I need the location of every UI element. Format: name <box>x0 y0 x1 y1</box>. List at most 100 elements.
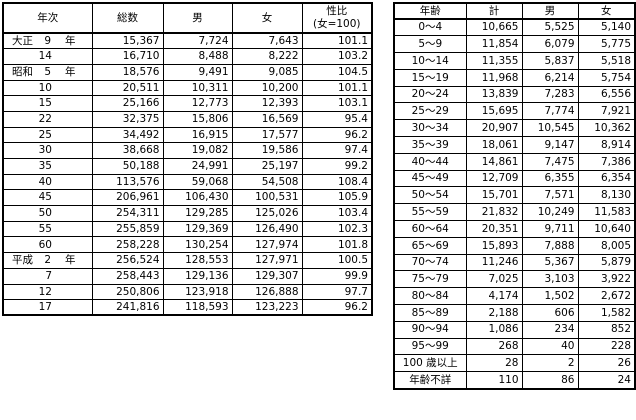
year-number: 5 <box>44 65 51 78</box>
female-cell: 7,921 <box>577 102 636 121</box>
year-cell: 35 <box>2 158 93 175</box>
male-cell: 9,147 <box>521 136 579 154</box>
male-cell: 106,430 <box>162 189 233 207</box>
header-sex-ratio-label: 性比 <box>326 4 348 17</box>
table-row: 20～24 13,839 7,283 6,556 <box>393 86 636 104</box>
total-cell: 10,665 <box>465 19 523 37</box>
female-cell: 1,582 <box>577 304 636 322</box>
era-name: 昭和 <box>12 65 33 78</box>
female-cell: 127,974 <box>231 236 303 254</box>
total-cell: 20,907 <box>465 119 523 138</box>
total-cell: 18,061 <box>465 136 523 154</box>
female-cell: 8,130 <box>577 186 636 205</box>
age-cell: 45～49 <box>393 170 467 188</box>
sex-ratio-cell: 101.8 <box>301 236 373 254</box>
table-row: 60～64 20,351 9,711 10,640 <box>393 220 636 238</box>
year-unit: 年 <box>65 65 76 78</box>
table-row: 年齢不詳 110 86 24 <box>393 371 636 390</box>
total-cell: 206,961 <box>91 189 164 207</box>
female-cell: 19,586 <box>231 142 303 159</box>
table-row: 大正 9 年 15,367 7,724 7,643 101.1 <box>2 33 373 50</box>
male-cell: 6,214 <box>521 69 579 87</box>
sex-ratio-cell: 96.2 <box>301 127 373 144</box>
total-cell: 28 <box>465 354 523 373</box>
year-number: 17 <box>38 301 52 314</box>
total-cell: 32,375 <box>91 111 164 128</box>
female-cell: 9,085 <box>231 64 303 81</box>
female-cell: 7,386 <box>577 153 636 171</box>
male-cell: 16,915 <box>162 127 233 144</box>
year-number: 22 <box>38 113 52 126</box>
table-row: 95～99 268 40 228 <box>393 338 636 356</box>
total-cell: 11,246 <box>465 254 523 272</box>
female-cell: 10,200 <box>231 80 303 97</box>
year-cell: 22 <box>2 111 93 128</box>
female-cell: 5,775 <box>577 35 636 54</box>
year-cell: 15 <box>2 95 93 112</box>
male-cell: 10,545 <box>521 119 579 138</box>
male-cell: 7,283 <box>521 86 579 104</box>
sex-ratio-cell: 105.9 <box>301 189 373 207</box>
sex-ratio-cell: 99.9 <box>301 268 373 285</box>
table-row: 60 258,228 130,254 127,974 101.8 <box>2 236 373 254</box>
table-row: 25 34,492 16,915 17,577 96.2 <box>2 127 373 144</box>
male-cell: 129,136 <box>162 268 233 285</box>
age-cell: 90～94 <box>393 321 467 339</box>
sex-ratio-cell: 101.1 <box>301 33 373 50</box>
table-row: 12 250,806 123,918 126,888 97.7 <box>2 284 373 301</box>
total-cell: 110 <box>465 371 523 390</box>
year-number: 60 <box>38 238 52 251</box>
male-cell: 5,367 <box>521 254 579 272</box>
female-cell: 8,005 <box>577 237 636 255</box>
female-cell: 24 <box>577 371 636 390</box>
table-row: 85～89 2,188 606 1,582 <box>393 304 636 322</box>
era-name: 平成 <box>12 254 33 267</box>
table-row: 90～94 1,086 234 852 <box>393 321 636 339</box>
table-row: 15 25,166 12,773 12,393 103.1 <box>2 95 373 112</box>
male-cell: 3,103 <box>521 270 579 289</box>
year-number: 15 <box>38 97 52 110</box>
female-cell: 8,914 <box>577 136 636 154</box>
male-cell: 9,491 <box>162 64 233 81</box>
table-row: 22 32,375 15,806 16,569 95.4 <box>2 111 373 128</box>
female-cell: 129,307 <box>231 268 303 285</box>
total-cell: 254,311 <box>91 205 164 222</box>
male-cell: 19,082 <box>162 142 233 159</box>
age-cell: 40～44 <box>393 153 467 171</box>
table-row: 10 20,511 10,311 10,200 101.1 <box>2 80 373 97</box>
year-cell: 17 <box>2 299 93 316</box>
year-cell: 大正 9 年 <box>2 33 93 50</box>
sex-ratio-cell: 108.4 <box>301 174 373 191</box>
male-cell: 606 <box>521 304 579 322</box>
table-row: 25～29 15,695 7,774 7,921 <box>393 102 636 121</box>
total-cell: 2,188 <box>465 304 523 322</box>
table-row: 30 38,668 19,082 19,586 97.4 <box>2 142 373 159</box>
table-row: 65～69 15,893 7,888 8,005 <box>393 237 636 255</box>
total-cell: 11,355 <box>465 52 523 70</box>
female-cell: 123,223 <box>231 299 303 316</box>
total-cell: 11,968 <box>465 69 523 87</box>
table-row: 35～39 18,061 9,147 8,914 <box>393 136 636 154</box>
header-male: 男 <box>521 2 579 20</box>
sex-ratio-cell: 103.2 <box>301 48 373 65</box>
male-cell: 9,711 <box>521 220 579 238</box>
age-cell: 100 歳以上 <box>393 354 467 373</box>
year-cell: 7 <box>2 268 93 285</box>
male-cell: 15,806 <box>162 111 233 128</box>
population-by-age-table: 年齢 計 男 女 0～4 10,665 5,525 5,140 5～9 11,854 6,0… <box>393 2 636 390</box>
table-row: 40 113,576 59,068 54,508 108.4 <box>2 174 373 191</box>
female-cell: 126,888 <box>231 284 303 301</box>
age-cell: 30～34 <box>393 119 467 138</box>
female-cell: 125,026 <box>231 205 303 222</box>
sex-ratio-cell: 97.7 <box>301 284 373 301</box>
male-cell: 129,285 <box>162 205 233 222</box>
total-cell: 34,492 <box>91 127 164 144</box>
era-name: 大正 <box>12 34 33 47</box>
female-cell: 5,754 <box>577 69 636 87</box>
female-cell: 3,922 <box>577 270 636 289</box>
age-cell: 65～69 <box>393 237 467 255</box>
sex-ratio-cell: 97.4 <box>301 142 373 159</box>
year-cell: 40 <box>2 174 93 191</box>
year-number: 55 <box>38 222 52 235</box>
female-cell: 10,362 <box>577 119 636 138</box>
